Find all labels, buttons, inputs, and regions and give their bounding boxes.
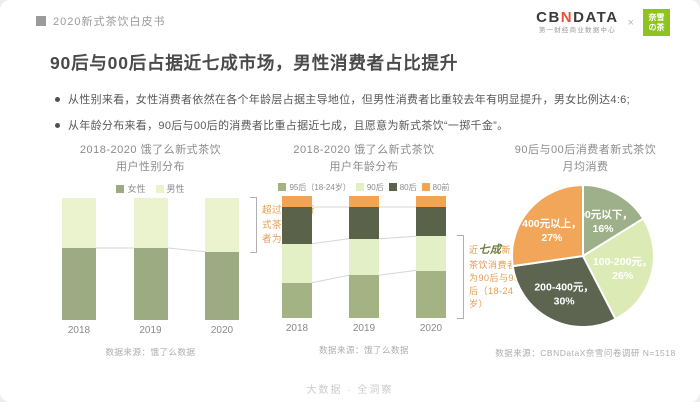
x-axis-label: 2019 [352, 323, 376, 335]
data-source-caption: 数据来源：CBNDataX奈雪问卷调研 N=1518 [495, 348, 676, 359]
x-axis-label: 2018 [285, 323, 309, 335]
list-item: 从年龄分布来看，90后与00后的消费者比重占据近七成，且愿意为新式茶饮“一掷千金… [55, 118, 670, 135]
pie-area: 100元以下， 16% 100-200元， 26% 200-400元， 30% 400元以上… [478, 180, 693, 337]
annotation-text: 近七成新式茶饮消费者为90后与95后（18-24岁） [469, 244, 521, 310]
bullet-dot-icon [55, 122, 60, 128]
bar-segment [349, 207, 379, 239]
pie-slice-label: 100元以下， 16% [573, 209, 633, 235]
bar-segment [349, 196, 379, 208]
breadcrumb: 2020新式茶饮白皮书 [36, 13, 165, 29]
pie-slice [582, 217, 655, 321]
bar-segment [349, 238, 379, 276]
legend-item: 80前 [421, 182, 450, 193]
bar-segment [416, 236, 446, 271]
x-axis: 2018 2019 2020 [278, 323, 450, 334]
bar-segment [282, 282, 312, 319]
cbn-n-mark-icon: N [560, 9, 574, 27]
x-axis-label: 2020 [210, 325, 234, 337]
bracket-icon [457, 235, 464, 320]
stacked-bar-2019 [349, 196, 379, 319]
bar-segment [205, 198, 239, 252]
x-axis-label: 2020 [419, 323, 443, 335]
bullet-text: 从年龄分布来看，90后与00后的消费者比重占据近七成，且愿意为新式茶饮“一掷千金… [68, 119, 509, 132]
bar-segment [416, 207, 446, 237]
age-bar-chart: 2018-2020 饿了么新式茶饮 用户年龄分布 95后（18-24岁） 90后 8… [278, 142, 520, 356]
data-source-caption: 数据来源：饿了么数据 [318, 345, 409, 356]
annotation: 近七成新式茶饮消费者为90后与95后（18-24岁） [457, 235, 523, 320]
bar-segment [416, 270, 446, 319]
legend-swatch-icon [421, 183, 430, 192]
square-bullet-icon [36, 16, 46, 26]
x-axis: 2018 2019 2020 [58, 325, 243, 336]
breadcrumb-label: 2020新式茶饮白皮书 [53, 16, 166, 28]
bracket-icon [250, 197, 257, 253]
highlighted-word: 七成 [478, 244, 502, 257]
bar-segment [282, 196, 312, 208]
chart-title: 90后与00后消费者新式茶饮 月均消费 [514, 144, 657, 174]
legend-item: 80后 [388, 182, 417, 193]
chart-legend: 女性 男性 [58, 182, 243, 195]
stacked-bar-2020 [416, 196, 446, 319]
plot-area: 超过四成新式茶饮消费者为男性 [58, 197, 315, 321]
brand-logos: CBNDATA 第一财经商业数据中心 × 奈雪 の茶 [536, 9, 670, 36]
cbndata-logo: CBNDATA 第一财经商业数据中心 [536, 9, 619, 35]
pie-slice-label: 200-400元， 30% [534, 282, 594, 308]
page-title: 90后与00后占据近七成市场，男性消费者占比提升 [50, 53, 459, 73]
bar-segment [62, 248, 96, 321]
stacked-bar-2018 [62, 198, 96, 321]
pie-slice [511, 184, 584, 268]
bullet-text: 从性别来看，女性消费者依然在各个年龄层占据主导地位，但男性消费者比重较去年有明显… [68, 94, 630, 106]
spend-pie-chart: 90后与00后消费者新式茶饮 月均消费 100元以下， 16% 100-200元， 2… [478, 142, 693, 359]
cbndata-subtitle: 第一财经商业数据中心 [538, 27, 616, 35]
bar-segment [62, 198, 96, 249]
legend-item: 女性 [116, 182, 146, 195]
pie-slice [582, 184, 645, 258]
legend-item: 95后（18-24岁） [278, 182, 351, 193]
bars-group [58, 198, 243, 321]
x-axis-label: 2019 [139, 325, 162, 337]
legend-swatch-icon [355, 183, 364, 192]
bullet-list: 从性别来看，女性消费者依然在各个年龄层占据主导地位，但男性消费者比重较去年有明显… [55, 92, 670, 143]
bar-segment [349, 275, 379, 319]
legend-swatch-icon [116, 185, 125, 194]
bar-segment [133, 198, 168, 249]
bar-segment [282, 243, 312, 283]
legend-item: 男性 [155, 182, 185, 195]
pie-slice-label: 100-200元， 26% [593, 256, 653, 282]
bar-segment [282, 207, 312, 244]
list-item: 从性别来看，女性消费者依然在各个年龄层占据主导地位，但男性消费者比重较去年有明显… [55, 92, 670, 109]
legend-swatch-icon [155, 185, 164, 194]
legend-swatch-icon [278, 183, 287, 192]
stacked-bar-2020 [205, 198, 239, 321]
cross-separator-icon: × [627, 16, 634, 29]
bar-segment [416, 196, 446, 208]
bar-segment [205, 251, 239, 321]
plot-area: 近七成新式茶饮消费者为90后与95后（18-24岁） [278, 196, 520, 320]
stacked-bar-2019 [133, 198, 168, 321]
nayuki-logo-icon: 奈雪 の茶 [643, 9, 670, 36]
legend-item: 90后 [355, 182, 384, 193]
bullet-dot-icon [55, 97, 60, 102]
bar-segment [133, 248, 168, 321]
chart-title: 2018-2020 饿了么新式茶饮 用户性别分布 [79, 144, 222, 174]
pie-slice-label: 400元以上， 27% [522, 217, 582, 244]
pie-slice [511, 255, 617, 329]
legend-swatch-icon [388, 183, 397, 192]
footer-slogan: 大数据 · 全洞察 [306, 385, 394, 396]
chart-title: 2018-2020 饿了么新式茶饮 用户年龄分布 [293, 144, 435, 174]
chart-legend: 95后（18-24岁） 90后 80后 80前 [278, 182, 450, 193]
x-axis-label: 2018 [67, 325, 91, 337]
bars-group [278, 196, 450, 319]
stacked-bar-2018 [282, 196, 312, 319]
pie-svg: 100元以下， 16% 100-200元， 26%200-400元， 30% 400元以上… [511, 184, 655, 329]
data-source-caption: 数据来源：饿了么数据 [105, 347, 196, 358]
